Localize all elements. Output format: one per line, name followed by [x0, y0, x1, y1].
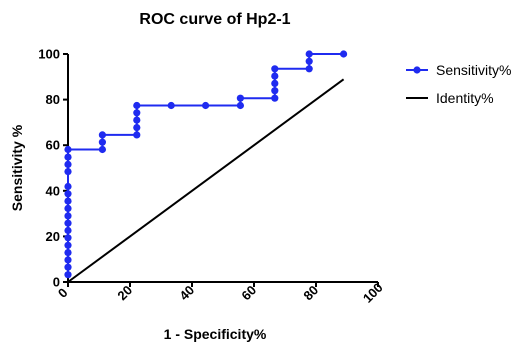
data-point	[340, 50, 348, 58]
data-point	[64, 168, 72, 176]
data-point	[133, 101, 141, 110]
data-point	[305, 57, 313, 65]
x-tick-label: 40	[176, 282, 197, 303]
series-line-sensitivity	[67, 53, 344, 275]
data-point	[133, 116, 141, 124]
legend-label-sensitivity: Sensitivity%	[436, 62, 511, 78]
data-point	[64, 212, 72, 220]
y-tick-label: 0	[53, 275, 60, 290]
data-point	[64, 271, 72, 279]
data-point	[64, 219, 72, 227]
data-point	[64, 190, 72, 198]
data-point	[64, 249, 72, 257]
y-axis-label: Sensitivity %	[9, 124, 25, 211]
data-point	[133, 124, 141, 132]
data-point	[271, 65, 279, 73]
data-point	[236, 94, 244, 102]
chart-title: ROC curve of Hp2-1	[139, 11, 290, 28]
data-point	[64, 256, 72, 264]
data-point	[271, 87, 279, 95]
chart-legend: Sensitivity% Identity%	[406, 62, 511, 106]
data-point	[64, 204, 72, 212]
data-point	[64, 153, 72, 161]
y-tick-label: 20	[46, 229, 60, 244]
data-point	[236, 101, 244, 110]
data-point	[98, 131, 106, 139]
x-tick-label: 60	[238, 282, 259, 303]
data-point	[64, 145, 72, 154]
y-tick-label: 100	[38, 47, 60, 62]
data-point	[305, 65, 313, 73]
data-point	[64, 263, 72, 271]
y-tick-label: 80	[46, 92, 60, 107]
data-point	[133, 131, 141, 139]
data-point	[64, 182, 72, 191]
x-axis-label: 1 - Specificity%	[164, 326, 267, 342]
data-point	[64, 160, 72, 168]
series-line-identity	[67, 78, 345, 283]
data-point	[271, 72, 279, 80]
data-point	[202, 101, 210, 110]
legend-label-identity: Identity%	[436, 90, 494, 106]
data-point	[98, 145, 106, 154]
data-point	[64, 234, 72, 242]
x-tick-label: 80	[300, 282, 321, 303]
data-point	[98, 138, 106, 146]
data-point	[64, 197, 72, 205]
data-point	[271, 79, 279, 87]
x-tick-label: 20	[114, 282, 135, 303]
y-tick-label: 60	[46, 138, 60, 153]
legend-marker-sensitivity	[413, 66, 421, 74]
y-tick-label: 40	[46, 183, 60, 198]
data-point	[305, 50, 313, 58]
data-point	[64, 226, 72, 235]
data-point	[133, 109, 141, 117]
x-tick-label: 100	[360, 280, 386, 306]
data-point	[167, 101, 175, 110]
data-point	[271, 94, 279, 102]
data-point	[64, 241, 72, 249]
